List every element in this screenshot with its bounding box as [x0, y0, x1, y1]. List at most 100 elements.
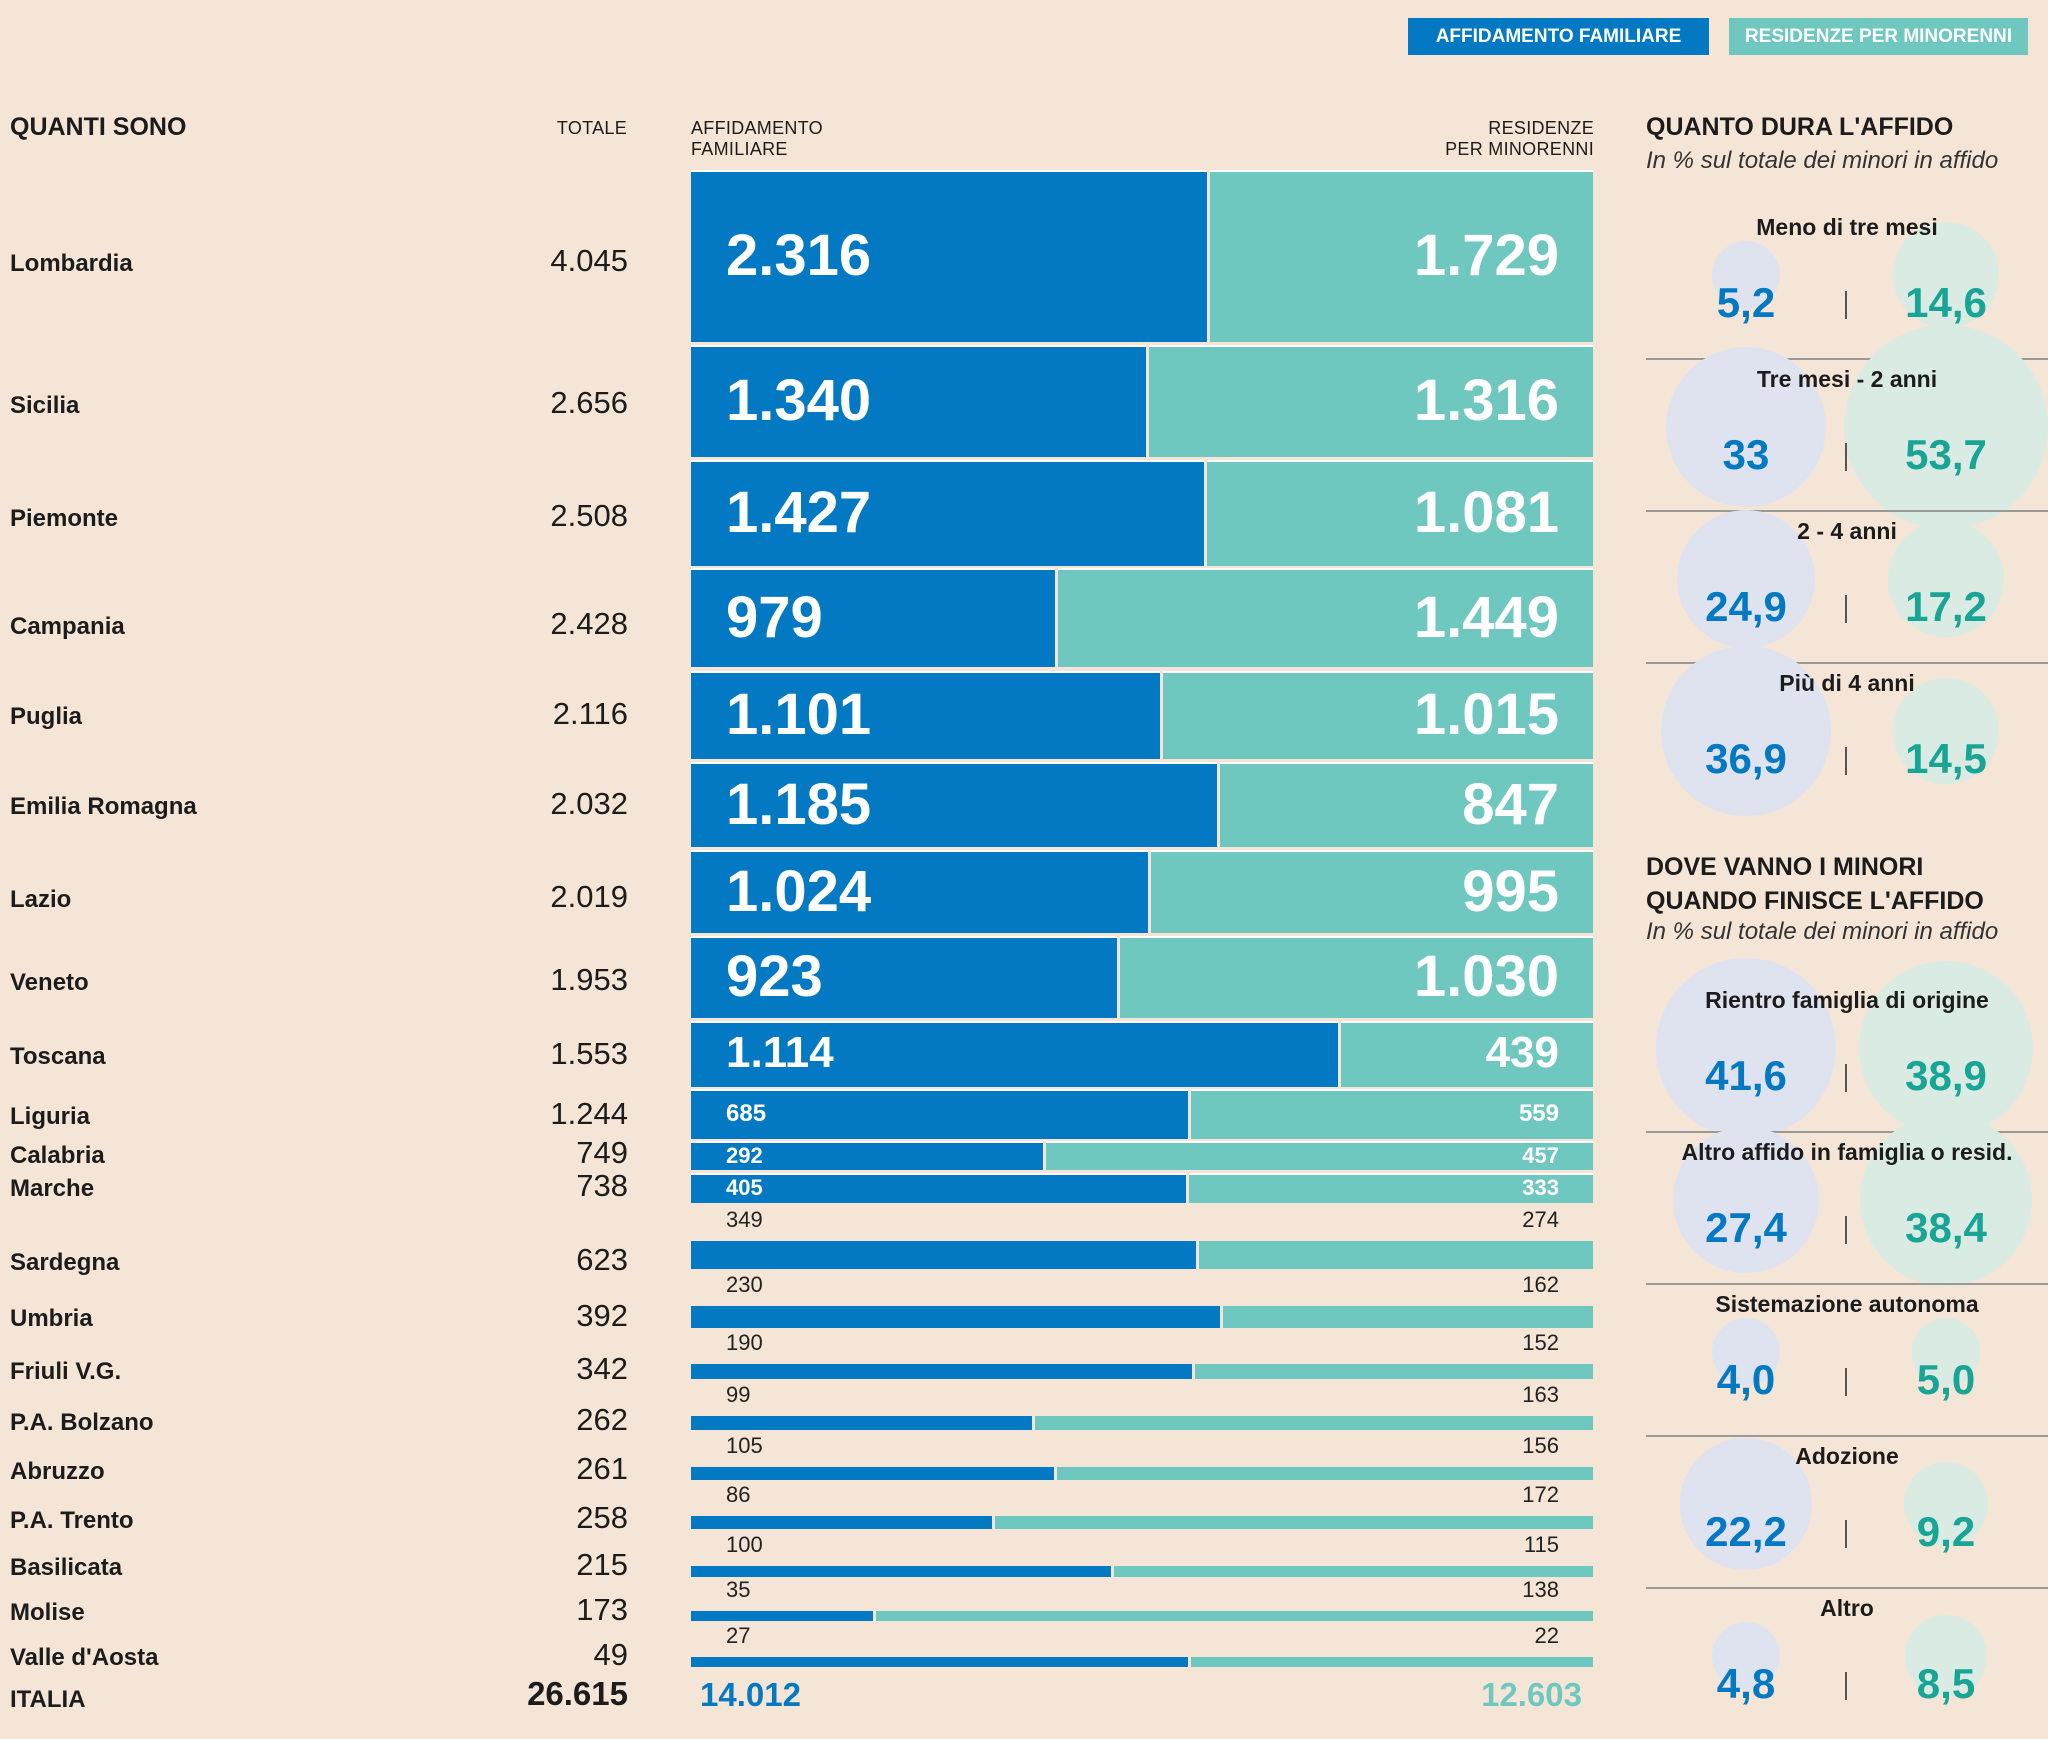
destination-bubble-residence: [1905, 1615, 1987, 1697]
bar-residence: [1149, 345, 1593, 457]
bar-foster: [691, 1467, 1054, 1480]
value-foster: 86: [726, 1482, 751, 1507]
destination-pct-residence: 5,0: [1916, 1356, 1976, 1403]
duration-bubble-residence: [1892, 677, 1999, 784]
value-residence: 115: [1523, 1532, 1559, 1557]
destination-category-label: Sistemazione autonoma: [1715, 1291, 1979, 1317]
bar-foster: [691, 762, 1217, 847]
region-total: 2.116: [552, 696, 628, 731]
destination-bubble-residence: [1903, 1461, 1989, 1547]
value-foster: 1.101: [726, 682, 872, 748]
destination-pct-foster: 27,4: [1705, 1204, 1787, 1251]
duration-pct-foster: 33: [1722, 431, 1770, 478]
duration-category-label: Tre mesi - 2 anni: [1756, 366, 1938, 392]
value-foster: 979: [726, 584, 823, 650]
destination-separator: [1646, 1435, 2048, 1437]
legend-foster: AFFIDAMENTO FAMILIARE: [1408, 18, 1709, 55]
region-total: 2.032: [550, 786, 628, 821]
duration-bubble-foster: [1666, 347, 1826, 507]
value-foster: 405: [726, 1175, 763, 1201]
destination-divider: [1845, 1216, 1847, 1244]
value-foster: 1.114: [726, 1028, 834, 1078]
destination-bubble-foster: [1680, 1438, 1812, 1570]
destination-separator: [1646, 1587, 2048, 1589]
bar-foster: [691, 1241, 1196, 1269]
italia-foster-total: 14.012: [700, 1676, 801, 1713]
duration-bubble-foster: [1676, 509, 1816, 649]
bar-foster: [691, 1021, 1338, 1087]
destination-separator: [1646, 1283, 2048, 1285]
bar-foster: [691, 1566, 1111, 1577]
duration-subtitle: In % sul totale dei minori in affido: [1646, 147, 1999, 174]
bar-foster: [691, 850, 1148, 933]
bar-foster: [691, 1611, 873, 1621]
value-residence: 172: [1522, 1482, 1559, 1507]
destination-category-label: Rientro famiglia di origine: [1705, 987, 1989, 1013]
duration-pct-residence: 14,6: [1905, 279, 1987, 326]
duration-separator: [1646, 510, 2048, 512]
region-total: 2.656: [550, 385, 628, 420]
value-foster: 292: [726, 1142, 763, 1168]
region-total: 261: [576, 1451, 628, 1486]
duration-bubble-foster: [1712, 241, 1780, 309]
value-residence: 152: [1522, 1330, 1559, 1355]
header-affidamento: AFFIDAMENTO FAMILIARE: [691, 118, 823, 160]
duration-divider: [1845, 443, 1847, 471]
value-foster: 1.185: [726, 771, 872, 837]
bar-residence: [1207, 460, 1593, 566]
header-affidamento-line2: FAMILIARE: [691, 139, 788, 159]
bar-residence: [1223, 1306, 1593, 1328]
duration-bubble-residence: [1888, 521, 2004, 637]
region-label: Piemonte: [10, 505, 119, 532]
bar-foster: [691, 568, 1055, 667]
region-label: Emilia Romagna: [10, 793, 197, 820]
duration-divider: [1845, 291, 1847, 319]
bar-residence: [876, 1611, 1593, 1621]
region-total: 1.953: [550, 962, 628, 997]
value-foster: 27: [726, 1623, 751, 1648]
destination-divider: [1845, 1368, 1847, 1396]
bar-residence: [1163, 671, 1593, 759]
value-residence: 1.015: [1413, 682, 1559, 748]
value-foster: 100: [726, 1532, 763, 1557]
bar-foster: [691, 1306, 1220, 1328]
bar-foster: [691, 936, 1117, 1018]
region-total: 1.244: [550, 1096, 628, 1131]
destination-category-label: Altro affido in famiglia o resid.: [1681, 1139, 2013, 1165]
region-label: Basilicata: [10, 1554, 123, 1581]
value-residence: 333: [1522, 1175, 1559, 1201]
destination-divider: [1845, 1064, 1847, 1092]
bar-residence: [1058, 568, 1593, 667]
destination-pct-foster: 22,2: [1705, 1508, 1787, 1555]
value-foster: 35: [726, 1577, 751, 1602]
region-label: Friuli V.G.: [10, 1358, 122, 1385]
region-total: 215: [576, 1547, 628, 1582]
bar-residence: [1046, 1141, 1593, 1170]
region-label: Toscana: [10, 1043, 106, 1070]
duration-separator: [1646, 662, 2048, 664]
region-label: Campania: [10, 613, 125, 640]
region-total: 342: [576, 1351, 628, 1386]
duration-bubble-residence: [1844, 325, 2048, 529]
destination-bubble-residence: [1859, 1113, 2033, 1287]
region-label: Liguria: [10, 1103, 91, 1130]
duration-category-label: Meno di tre mesi: [1756, 214, 1938, 240]
value-foster: 230: [726, 1272, 763, 1297]
destination-pct-residence: 38,4: [1905, 1204, 1987, 1251]
destination-bubble-foster: [1673, 1127, 1819, 1273]
value-residence: 1.449: [1413, 584, 1559, 650]
destination-title: DOVE VANNO I MINORI QUANDO FINISCE L'AFF…: [1646, 850, 1984, 918]
value-foster: 2.316: [726, 223, 872, 289]
bar-foster: [691, 671, 1160, 759]
region-label: Lazio: [10, 886, 72, 913]
header-residenze: RESIDENZE PER MINORENNI: [1445, 118, 1594, 160]
region-label: Valle d'Aosta: [10, 1644, 159, 1671]
bar-foster: [691, 1173, 1186, 1203]
bar-residence: [1199, 1241, 1593, 1269]
value-foster: 105: [726, 1433, 763, 1458]
destination-category-label: Adozione: [1795, 1443, 1899, 1469]
value-residence: 995: [1462, 858, 1559, 924]
value-foster: 923: [726, 944, 823, 1010]
value-residence: 163: [1522, 1382, 1559, 1407]
bar-residence: [1035, 1416, 1593, 1430]
